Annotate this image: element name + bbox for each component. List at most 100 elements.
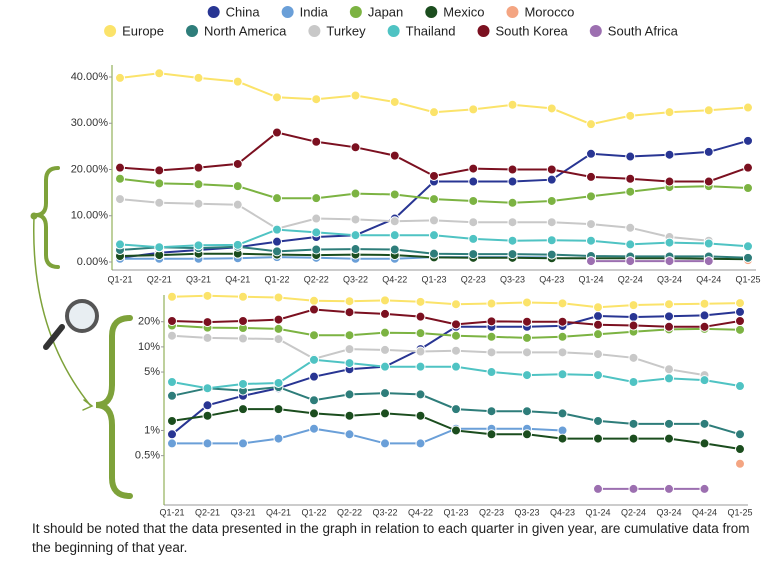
data-point — [429, 170, 439, 181]
data-point — [664, 176, 675, 187]
x-tick-label: Q1-25 — [735, 274, 760, 284]
data-point — [522, 429, 532, 440]
x-tick-label: Q1-23 — [443, 507, 468, 517]
data-point — [743, 241, 753, 252]
data-point — [415, 346, 426, 357]
data-point — [486, 316, 497, 327]
data-point — [193, 72, 204, 83]
data-point — [309, 395, 319, 406]
data-point — [628, 320, 639, 331]
data-point — [344, 358, 355, 369]
data-point — [272, 193, 282, 204]
arrow-head — [82, 399, 94, 411]
data-point — [309, 330, 319, 341]
data-point — [311, 94, 322, 105]
data-point — [593, 319, 603, 330]
legend-marker — [207, 6, 220, 18]
data-point — [272, 246, 282, 257]
data-point — [468, 176, 479, 187]
data-point — [664, 418, 674, 429]
data-point — [415, 410, 426, 421]
data-point — [389, 244, 400, 255]
data-point — [699, 418, 710, 429]
x-tick-label: Q3-21 — [230, 507, 255, 517]
data-point — [628, 418, 639, 429]
data-point — [350, 214, 361, 225]
data-point — [664, 321, 674, 332]
x-tick-label: Q2-23 — [461, 274, 486, 284]
data-point — [522, 316, 532, 327]
x-tick-label: Q1-22 — [301, 507, 326, 517]
data-point — [272, 224, 282, 235]
data-point — [202, 400, 213, 411]
data-point — [167, 429, 177, 440]
data-point — [486, 406, 497, 417]
data-point — [429, 215, 439, 226]
y-tick-label: 1% — [144, 424, 160, 436]
data-point — [593, 370, 603, 381]
note: It should be noted that the data present… — [32, 521, 750, 555]
data-point — [507, 164, 518, 175]
data-point — [699, 375, 710, 386]
data-point — [344, 330, 355, 341]
data-point — [311, 136, 322, 147]
data-point — [415, 438, 426, 449]
data-point — [238, 404, 248, 415]
x-tick-label: Q1-25 — [727, 507, 752, 517]
x-tick-label: Q4-21 — [225, 274, 250, 284]
data-point — [344, 410, 355, 421]
data-point — [115, 173, 125, 184]
data-point — [451, 319, 461, 330]
data-point — [380, 438, 390, 449]
data-point — [593, 311, 603, 322]
data-point — [415, 311, 426, 322]
data-point — [664, 311, 674, 322]
data-point — [743, 252, 753, 263]
data-point — [593, 302, 603, 313]
data-point — [593, 483, 603, 494]
data-point — [664, 483, 674, 494]
data-point — [486, 429, 497, 440]
x-tick-label: Q2-24 — [621, 507, 646, 517]
data-point — [664, 237, 675, 248]
data-point — [628, 483, 639, 494]
data-point — [743, 135, 753, 146]
x-tick-label: Q4-24 — [696, 274, 721, 284]
legend-marker — [425, 6, 438, 18]
data-point — [486, 331, 497, 342]
data-point — [350, 188, 361, 199]
data-point — [272, 127, 282, 138]
data-point — [193, 240, 204, 251]
data-point — [273, 314, 284, 325]
data-point — [557, 331, 568, 342]
x-tick-label: Q4-22 — [408, 507, 433, 517]
x-tick-label: Q3-22 — [372, 507, 397, 517]
data-point — [167, 390, 177, 401]
data-point — [389, 96, 400, 107]
data-point — [743, 162, 753, 173]
legend-label: Morocco — [524, 4, 574, 19]
magnifier — [43, 299, 99, 350]
x-tick-label: Q3-24 — [656, 507, 681, 517]
y-tick-label: 10% — [138, 341, 160, 353]
data-point — [735, 444, 745, 455]
data-point — [311, 193, 322, 204]
data-point — [380, 344, 390, 355]
magnifier-handle — [43, 324, 65, 350]
y-tick-label: 5% — [144, 366, 160, 378]
data-point — [350, 230, 361, 241]
data-point — [735, 324, 745, 335]
data-point — [389, 216, 400, 227]
data-point — [154, 242, 165, 253]
data-point — [625, 186, 636, 197]
x-tick-label: Q1-21 — [107, 274, 132, 284]
data-point — [507, 217, 518, 228]
data-point — [699, 298, 710, 309]
data-point — [232, 239, 243, 250]
data-point — [451, 345, 461, 356]
x-tick-label: Q1-24 — [585, 507, 610, 517]
data-point — [625, 222, 636, 233]
data-point — [154, 178, 165, 189]
y-tick-label: 0.5% — [135, 450, 160, 462]
